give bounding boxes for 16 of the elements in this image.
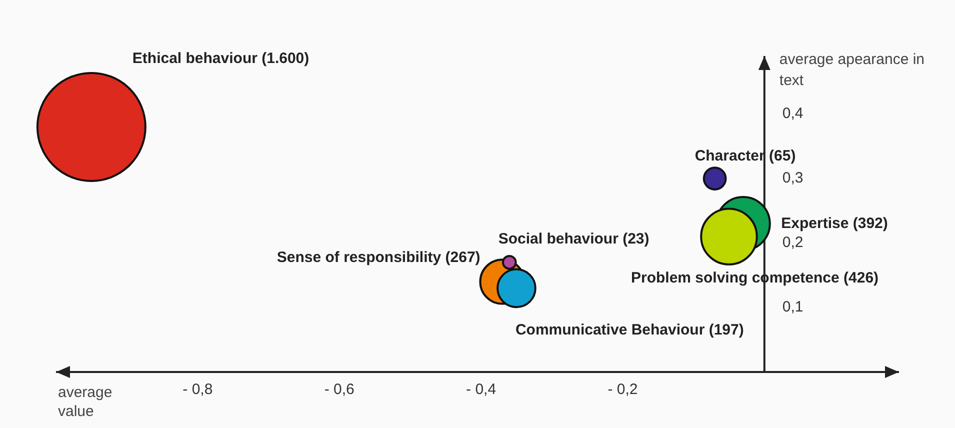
y-axis-title: average apearance in text [779, 51, 925, 90]
x-tick-label: - 0,6 [324, 381, 354, 398]
series-label: Communicative Behaviour (197) [515, 321, 744, 338]
series-label: Sense of responsibility (267) [276, 248, 480, 266]
x-tick-label: - 0,8 [182, 381, 213, 398]
series-label: Ethical behaviour (1.600) [132, 50, 310, 68]
y-tick-label: 0,2 [782, 234, 804, 252]
y-tick-label: 0,4 [782, 105, 804, 122]
x-tick-label: - 0,2 [608, 381, 638, 398]
x-axis-title: average value [58, 384, 112, 420]
series-label: Expertise (392) [781, 214, 888, 232]
series-label: Social behaviour (23) [498, 230, 650, 248]
y-tick-label: 0,3 [782, 170, 804, 187]
series-label: Character (65) [694, 148, 796, 165]
y-tick-label: 0,1 [782, 298, 804, 316]
x-tick-label: - 0,4 [466, 381, 496, 398]
